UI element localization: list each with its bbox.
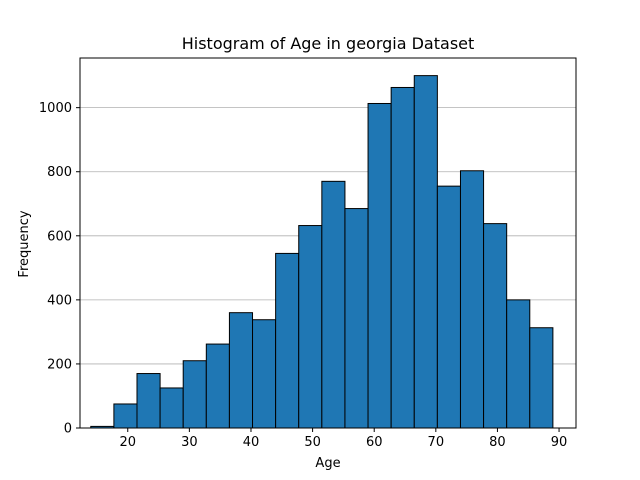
x-tick-label: 20 bbox=[119, 435, 136, 450]
histogram-bar bbox=[390, 86, 415, 429]
histogram-bar bbox=[228, 312, 254, 429]
histogram-bar bbox=[113, 403, 138, 429]
histogram-bar bbox=[436, 185, 461, 429]
x-tick-label: 90 bbox=[551, 435, 568, 450]
histogram-bar bbox=[529, 327, 554, 429]
chart-title: Histogram of Age in georgia Dataset bbox=[182, 34, 475, 53]
histogram-bar bbox=[321, 180, 346, 429]
histogram-bar bbox=[298, 225, 323, 429]
histogram-bar bbox=[367, 102, 392, 429]
x-axis-ticks: 20 30 40 50 60 70 80 90 bbox=[119, 428, 567, 450]
histogram-bar bbox=[205, 343, 230, 429]
x-tick-label: 50 bbox=[304, 435, 321, 450]
x-tick-label: 30 bbox=[181, 435, 198, 450]
x-axis-label: Age bbox=[315, 456, 340, 471]
y-tick-label: 800 bbox=[47, 165, 72, 180]
y-tick-label: 1000 bbox=[39, 101, 72, 116]
y-axis-label: Frequency bbox=[17, 210, 32, 277]
histogram-bar bbox=[483, 223, 508, 429]
histogram-bar bbox=[252, 319, 277, 429]
histogram-bar bbox=[182, 360, 207, 429]
y-tick-label: 600 bbox=[47, 229, 72, 244]
y-tick-label: 0 bbox=[64, 422, 72, 437]
histogram-bar bbox=[275, 252, 300, 429]
x-tick-label: 70 bbox=[428, 435, 445, 450]
x-tick-label: 60 bbox=[366, 435, 383, 450]
x-tick-label: 40 bbox=[243, 435, 260, 450]
bars bbox=[90, 75, 554, 429]
histogram-bar bbox=[459, 170, 485, 429]
y-tick-label: 200 bbox=[47, 357, 72, 372]
y-axis-ticks: 0 200 400 600 800 1000 bbox=[39, 101, 80, 437]
x-tick-label: 80 bbox=[489, 435, 506, 450]
histogram-bar bbox=[413, 75, 438, 429]
histogram-bar bbox=[159, 387, 184, 429]
y-tick-label: 400 bbox=[47, 293, 72, 308]
histogram-bar bbox=[136, 373, 161, 429]
histogram-bar bbox=[344, 208, 369, 429]
histogram-bar bbox=[506, 299, 531, 429]
plot-frame bbox=[79, 57, 577, 429]
